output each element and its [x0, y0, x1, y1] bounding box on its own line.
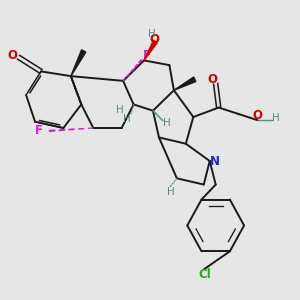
- Text: H: H: [123, 114, 130, 124]
- Text: O: O: [149, 34, 159, 46]
- Text: F: F: [35, 124, 43, 137]
- Polygon shape: [144, 40, 157, 60]
- Polygon shape: [71, 50, 86, 76]
- Text: F: F: [143, 49, 151, 62]
- Text: Cl: Cl: [198, 268, 211, 281]
- Text: O: O: [253, 109, 262, 122]
- Text: O: O: [208, 73, 218, 86]
- Text: H: H: [167, 188, 175, 197]
- Text: H: H: [272, 112, 279, 123]
- Polygon shape: [174, 77, 196, 90]
- Text: H: H: [163, 118, 170, 128]
- Text: N: N: [209, 154, 220, 167]
- Text: O: O: [7, 49, 17, 62]
- Text: H: H: [148, 29, 155, 39]
- Text: H: H: [116, 105, 124, 115]
